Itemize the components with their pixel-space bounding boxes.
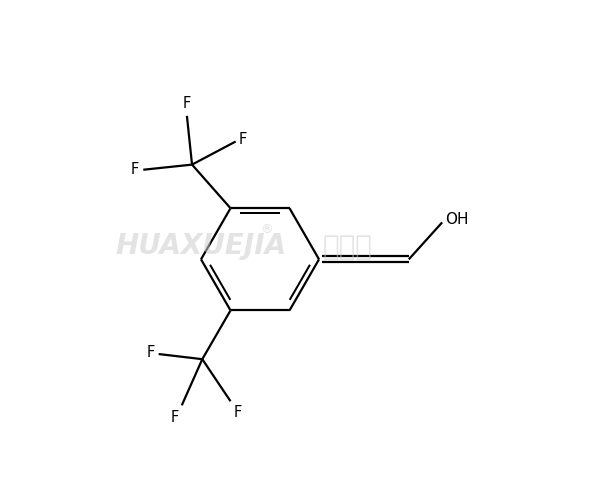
Text: F: F xyxy=(183,96,191,111)
Text: F: F xyxy=(239,132,247,147)
Text: HUAXUEJIA: HUAXUEJIA xyxy=(115,233,287,260)
Text: F: F xyxy=(131,162,139,177)
Text: F: F xyxy=(171,411,179,425)
Text: F: F xyxy=(146,345,155,360)
Text: ®: ® xyxy=(260,223,273,236)
Text: OH: OH xyxy=(445,212,469,227)
Text: 化学加: 化学加 xyxy=(322,233,372,260)
Text: F: F xyxy=(233,405,242,421)
